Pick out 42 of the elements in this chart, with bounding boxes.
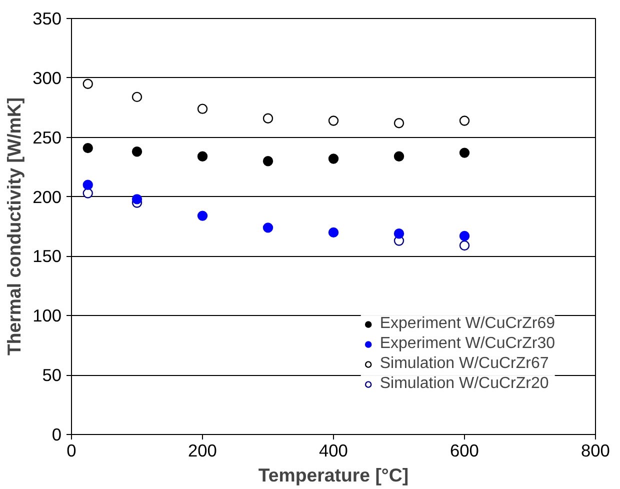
y-tick-label: 300 [32, 68, 62, 88]
point [132, 146, 142, 157]
point [459, 116, 470, 126]
y-axis-title: Thermal conductivity [W/mK] [4, 97, 25, 356]
x-axis-title: Temperature [°C] [258, 464, 409, 486]
legend-label: Experiment W/CuCrZr30 [380, 335, 555, 353]
point [197, 210, 208, 221]
point [197, 151, 208, 162]
x-tick-label: 800 [581, 440, 610, 460]
legend-label: Experiment W/CuCrZr69 [380, 315, 555, 333]
point [132, 92, 142, 102]
point [82, 188, 93, 198]
point [328, 116, 339, 126]
x-tick-label: 0 [66, 440, 76, 460]
x-tick-label: 200 [188, 440, 217, 460]
y-tick-label: 0 [52, 424, 62, 444]
x-tick-label: 600 [450, 440, 479, 460]
point [459, 230, 470, 242]
point [132, 194, 142, 204]
point [394, 228, 404, 239]
point [82, 142, 93, 154]
point [459, 148, 470, 158]
point [262, 156, 274, 166]
point [197, 104, 208, 114]
point [394, 118, 404, 128]
point [394, 151, 404, 162]
y-tick-label: 50 [42, 365, 62, 386]
y-tick-label: 250 [32, 127, 62, 148]
y-tick-label: 350 [32, 8, 62, 28]
legend-label: Simulation W/CuCrZr20 [380, 375, 549, 393]
point [459, 240, 470, 251]
point [328, 154, 339, 164]
point [262, 113, 274, 124]
x-tick-label: 400 [319, 440, 348, 460]
y-tick-label: 100 [32, 306, 62, 326]
point [82, 78, 93, 89]
y-tick-label: 150 [32, 246, 62, 266]
legend-label: Simulation W/CuCrZr67 [380, 355, 549, 373]
point [82, 180, 93, 190]
point [328, 227, 339, 238]
y-tick-label: 200 [32, 186, 62, 207]
point [262, 222, 274, 233]
